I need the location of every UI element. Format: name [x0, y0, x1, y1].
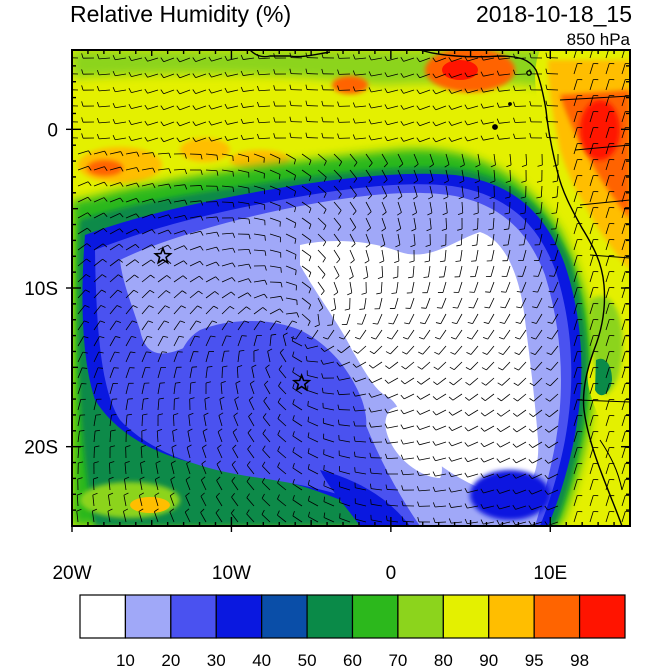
- star-marker: [153, 246, 173, 265]
- colorbar: 10 20 30 40 50 60 70 80 90 95 98: [79, 594, 626, 667]
- colorbar-swatch: [215, 594, 263, 639]
- axis-tick-labels: 20W 10W 0 10E 0 10S 20S: [24, 120, 567, 584]
- x-tick-label: 20W: [52, 563, 91, 584]
- colorbar-swatch: [578, 594, 626, 639]
- wind-barbs: [72, 50, 630, 526]
- colorbar-label: 20: [161, 651, 180, 667]
- colorbar-swatch: [124, 594, 172, 639]
- y-tick-label: 20S: [24, 438, 58, 459]
- y-tick-label: 0: [47, 120, 58, 141]
- colorbar-label: 80: [434, 651, 453, 667]
- colorbar-swatch: [351, 594, 399, 639]
- x-tick-label: 0: [386, 563, 397, 584]
- colorbar-label: 90: [479, 651, 498, 667]
- colorbar-swatch: [306, 594, 354, 639]
- colorbar-label: 70: [388, 651, 407, 667]
- colorbar-label: 98: [570, 651, 589, 667]
- y-tick-label: 10S: [24, 279, 58, 300]
- map-title: Relative Humidity (%): [70, 1, 292, 27]
- pressure-level: 850 hPa: [566, 30, 630, 49]
- colorbar-label: 30: [207, 651, 226, 667]
- colorbar-swatch: [533, 594, 581, 639]
- colorbar-label: 60: [343, 651, 362, 667]
- colorbar-swatch: [488, 594, 535, 639]
- humidity-field: [72, 50, 630, 526]
- coastline: [249, 50, 630, 526]
- colorbar-swatch: [442, 594, 490, 639]
- star-marker: [291, 372, 312, 392]
- axis-ticks: [66, 49, 631, 532]
- colorbar-label: 10: [116, 651, 135, 667]
- colorbar-swatch: [79, 594, 127, 639]
- x-tick-label: 10E: [533, 563, 567, 584]
- valid-datetime: 2018-10-18_15: [475, 1, 632, 27]
- colorbar-label: 95: [525, 651, 544, 667]
- colorbar-label: 50: [298, 651, 317, 667]
- station-markers: [153, 246, 312, 392]
- colorbar-swatch: [397, 594, 444, 639]
- x-tick-label: 10W: [212, 563, 251, 584]
- colorbar-swatch: [170, 594, 217, 639]
- colorbar-swatch: [261, 594, 308, 639]
- colorbar-label: 40: [252, 651, 271, 667]
